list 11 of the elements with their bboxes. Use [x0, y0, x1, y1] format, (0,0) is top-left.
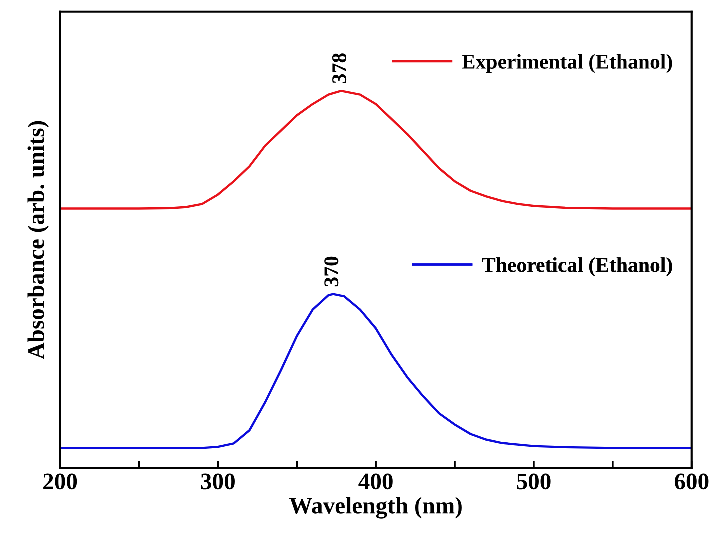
y-axis-title: Absorbance (arb. units) — [28, 121, 50, 360]
x-axis-title: Wavelength (nm) — [290, 497, 462, 519]
x-tick-label: 600 — [674, 474, 709, 490]
annotation: 378 — [332, 54, 347, 84]
x-tick-label: 400 — [358, 474, 393, 490]
x-tick-label: 300 — [201, 474, 235, 490]
x-tick-label: 500 — [517, 474, 551, 490]
x-tick-label: 200 — [44, 474, 78, 490]
legend-label: Theoretical (Ethanol) — [482, 258, 672, 276]
legend-label: Experimental (Ethanol) — [462, 54, 672, 74]
annotation: 370 — [324, 256, 339, 287]
